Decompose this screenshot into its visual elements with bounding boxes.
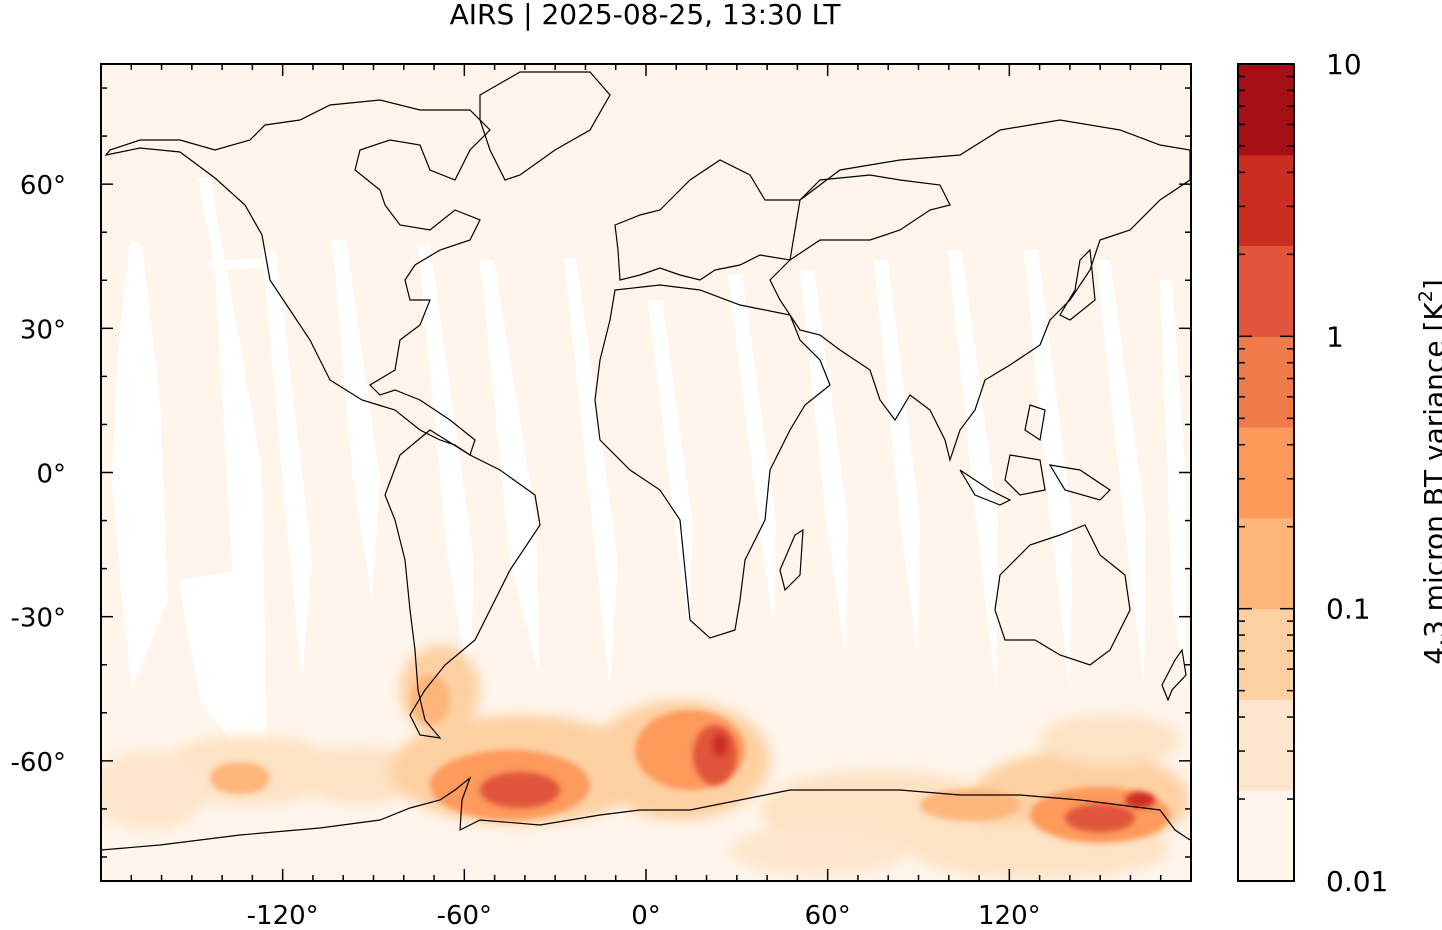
colorbar-band <box>1238 517 1294 610</box>
colorbar-band <box>1238 699 1294 791</box>
variance-high <box>480 725 1155 832</box>
map-panel: -120° -60° 0° 60° 120° 60° 30° 0° -30° -60° <box>11 63 1192 930</box>
variance-field <box>101 178 1190 878</box>
colorbar-tick-label: 0.1 <box>1326 593 1371 626</box>
lat-tick-label: 0° <box>36 460 66 490</box>
colorbar-band <box>1238 64 1294 156</box>
lat-tick-label: -60° <box>11 748 66 778</box>
colorbar-tick-label: 1 <box>1326 320 1344 353</box>
colorbar-band <box>1238 608 1294 700</box>
colorbar: 10 1 0.1 0.01 4.3 micron BT variance [K2] <box>1237 48 1442 898</box>
colorbar-frame <box>1237 63 1295 882</box>
swath-gaps <box>112 178 1186 808</box>
colorbar-band <box>1238 427 1294 519</box>
lon-tick-label: 60° <box>805 901 851 930</box>
lat-tick-label: 30° <box>20 315 66 345</box>
lon-tick-label: 120° <box>978 901 1041 930</box>
map-title: AIRS | 2025-08-25, 13:30 LT <box>449 0 841 31</box>
coastlines <box>101 71 1191 851</box>
colorbar-band <box>1238 245 1294 337</box>
colorbar-bands <box>1238 64 1294 882</box>
colorbar-tick-label: 10 <box>1326 48 1362 81</box>
lat-tick-label: -30° <box>11 604 66 634</box>
lat-tick-label: 60° <box>20 171 66 201</box>
colorbar-tick-labels: 10 1 0.1 0.01 <box>1326 48 1388 898</box>
map-tick-labels: -120° -60° 0° 60° 120° 60° 30° 0° -30° -60° <box>11 171 1041 930</box>
colorbar-axis-label: 4.3 micron BT variance [K2] <box>1415 279 1442 665</box>
colorbar-ticks <box>1238 63 1294 882</box>
lon-tick-label: 0° <box>631 901 661 930</box>
colorbar-band <box>1238 154 1294 247</box>
lon-tick-label: -60° <box>437 901 492 930</box>
colorbar-band <box>1238 336 1294 428</box>
colorbar-tick-label: 0.01 <box>1326 865 1388 898</box>
map-ticks <box>101 64 1191 881</box>
colorbar-band <box>1238 790 1294 882</box>
lon-tick-label: -120° <box>247 901 319 930</box>
